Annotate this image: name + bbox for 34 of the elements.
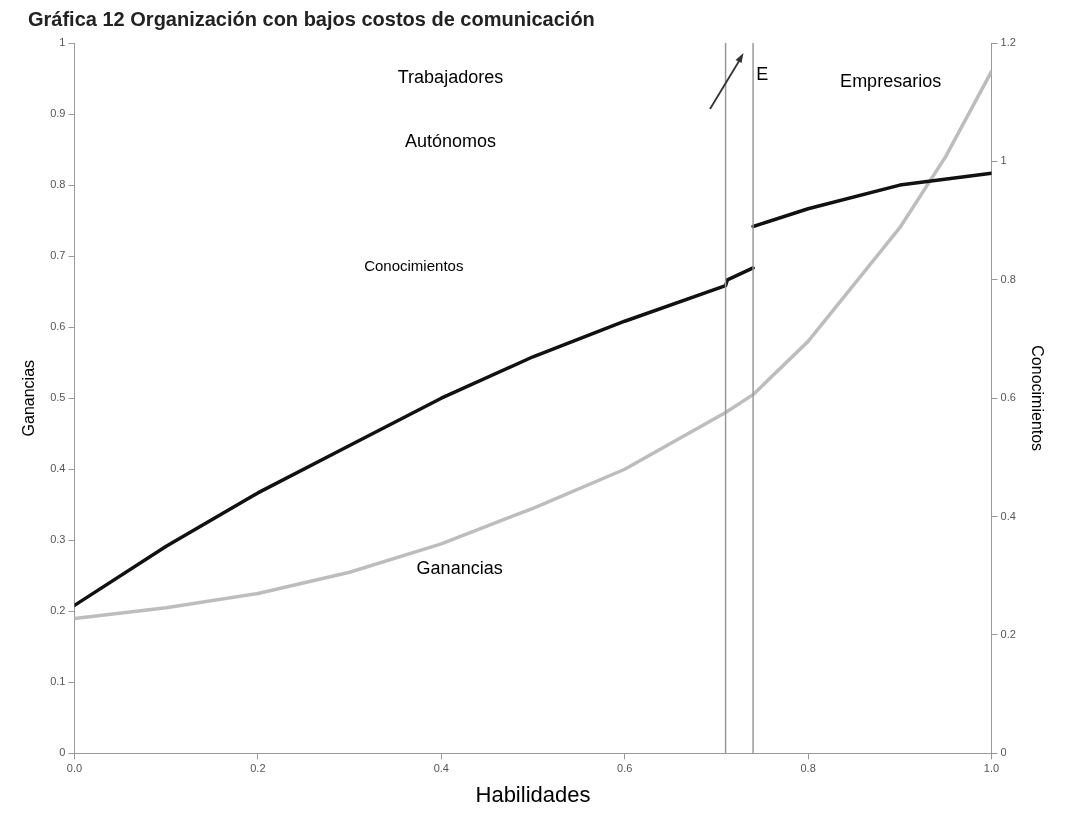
y2-tick-label: 1 <box>1000 154 1007 167</box>
y2-tick-label: 0 <box>1000 746 1007 759</box>
y-tick-label: 0 <box>59 746 66 759</box>
annotation: Empresarios <box>840 71 942 92</box>
y-tick-label: 0.2 <box>50 604 66 617</box>
x-tick-label: 0.4 <box>433 762 449 775</box>
y-tick-label: 0.1 <box>50 675 66 688</box>
y-tick-label: 0.9 <box>50 107 66 120</box>
x-tick-label: 0.0 <box>66 762 83 775</box>
annotation: E <box>756 63 769 84</box>
y2-tick-label: 0.2 <box>1000 628 1016 641</box>
y2-tick-label: 1.2 <box>1000 36 1016 49</box>
y-tick-label: 1 <box>59 36 66 49</box>
chart-title: Gráfica 12 Organización con bajos costos de comunicación <box>28 8 596 31</box>
x-tick-label: 1.0 <box>983 762 1000 775</box>
y-axis-title: Ganancias <box>20 359 38 437</box>
x-tick-label: 0.2 <box>250 762 266 775</box>
y-tick-label: 0.8 <box>50 178 66 191</box>
y2-tick-label: 0.8 <box>1000 272 1016 285</box>
y-tick-label: 0.4 <box>50 462 66 475</box>
y-tick-label: 0.5 <box>50 391 66 404</box>
y-tick-label: 0.3 <box>50 533 66 546</box>
x-axis-title: Habilidades <box>475 781 591 807</box>
y2-tick-label: 0.4 <box>1000 509 1016 522</box>
x-tick-label: 0.8 <box>800 762 816 775</box>
y-tick-label: 0.6 <box>50 320 66 333</box>
annotation: Conocimientos <box>364 256 464 274</box>
y2-tick-label: 0.6 <box>1000 391 1016 404</box>
annotation: Trabajadores <box>397 67 504 88</box>
y2-axis-title: Conocimientos <box>1028 345 1046 452</box>
y-tick-label: 0.7 <box>50 249 66 262</box>
annotation: Ganancias <box>416 557 503 578</box>
x-tick-label: 0.6 <box>617 762 633 775</box>
annotation: Autónomos <box>404 131 496 152</box>
